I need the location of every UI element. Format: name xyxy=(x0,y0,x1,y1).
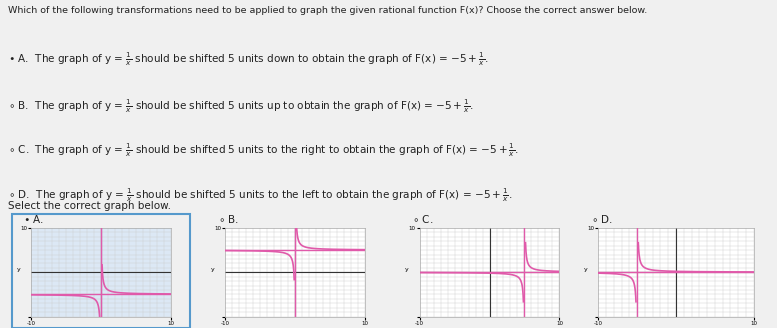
Y-axis label: y: y xyxy=(405,267,409,272)
Text: Which of the following transformations need to be applied to graph the given rat: Which of the following transformations n… xyxy=(8,6,647,15)
Text: $\bullet$ A.  The graph of y = $\frac{1}{x}$ should be shifted 5 units down to o: $\bullet$ A. The graph of y = $\frac{1}{… xyxy=(8,51,489,68)
Text: $\circ$ C.: $\circ$ C. xyxy=(412,213,433,225)
Text: Select the correct graph below.: Select the correct graph below. xyxy=(8,201,171,211)
X-axis label: x: x xyxy=(99,327,103,328)
X-axis label: x: x xyxy=(674,327,678,328)
Y-axis label: y: y xyxy=(584,267,587,272)
Y-axis label: y: y xyxy=(16,267,20,272)
Bar xyxy=(12,214,190,328)
Text: $\circ$ D.: $\circ$ D. xyxy=(591,213,612,225)
Text: $\circ$ B.  The graph of y = $\frac{1}{x}$ should be shifted 5 units up to obtai: $\circ$ B. The graph of y = $\frac{1}{x}… xyxy=(8,98,473,115)
X-axis label: x: x xyxy=(488,327,491,328)
Text: $\bullet$ A.: $\bullet$ A. xyxy=(23,213,44,225)
Text: $\circ$ C.  The graph of y = $\frac{1}{x}$ should be shifted 5 units to the righ: $\circ$ C. The graph of y = $\frac{1}{x}… xyxy=(8,142,519,159)
Y-axis label: y: y xyxy=(211,267,214,272)
Text: $\circ$ B.: $\circ$ B. xyxy=(218,213,239,225)
Text: $\circ$ D.  The graph of y = $\frac{1}{x}$ should be shifted 5 units to the left: $\circ$ D. The graph of y = $\frac{1}{x}… xyxy=(8,187,512,204)
X-axis label: x: x xyxy=(294,327,297,328)
